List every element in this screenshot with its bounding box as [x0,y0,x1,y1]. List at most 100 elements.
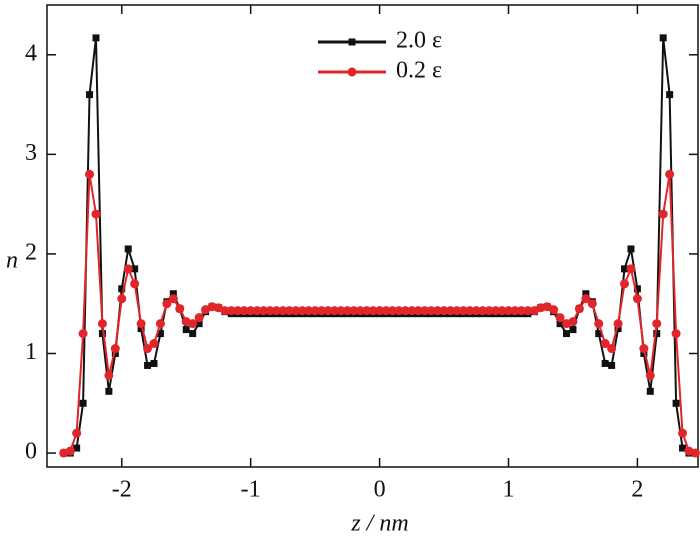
data-point [239,306,249,316]
data-point [381,306,391,316]
x-tick-label: 1 [503,477,515,503]
data-point [150,359,158,367]
data-point [621,265,629,273]
data-point [478,306,488,316]
y-axis-label: n [6,248,18,274]
data-point [413,306,423,316]
data-point [426,306,436,316]
data-point [246,306,256,316]
legend-marker [347,67,357,77]
data-point [131,265,139,273]
data-point [497,306,507,316]
legend-label: 2.0 ε [396,28,442,54]
data-point [608,361,616,369]
data-point [563,330,571,338]
data-point [471,306,481,316]
data-point [458,306,468,316]
data-point [632,294,642,304]
data-point [510,306,520,316]
data-point [679,444,687,452]
data-point [182,326,190,334]
data-point [549,305,559,315]
data-point [349,306,359,316]
data-point [105,387,113,395]
data-point [329,306,339,316]
data-point [304,306,314,316]
y-tick-label: 2 [25,239,37,265]
data-point [594,319,604,329]
data-point [226,306,236,316]
data-point [78,329,88,339]
data-point [672,399,680,407]
data-point [259,306,269,316]
data-point [220,306,230,316]
data-point [195,320,203,328]
data-point [92,34,100,42]
data-point [111,349,119,357]
data-point [336,306,346,316]
data-point [400,306,410,316]
data-point [291,306,301,316]
data-point [601,359,609,367]
data-point [278,306,288,316]
data-point [85,169,95,179]
data-point [658,209,668,219]
data-point [194,313,204,323]
data-point [627,245,635,253]
data-point [155,319,165,329]
data-point [620,279,630,289]
data-point [355,306,365,316]
data-point [491,306,501,316]
data-point [189,330,197,338]
data-point [130,279,140,289]
data-point [600,339,610,349]
data-point [646,387,654,395]
data-point [568,317,578,327]
data-point [394,306,404,316]
data-point [569,326,577,334]
data-point [72,428,82,438]
data-point [645,370,655,380]
data-point [97,319,107,329]
data-point [556,320,564,328]
data-point [323,306,333,316]
data-point [587,299,597,309]
data-point [659,34,667,42]
legend-label: 0.2 ε [396,58,442,84]
data-point [574,304,584,314]
x-tick-label: 2 [631,477,643,503]
data-point [420,306,430,316]
y-tick-label: 0 [25,439,37,465]
data-point [484,306,494,316]
data-point [252,306,262,316]
y-tick-label: 4 [25,40,37,66]
data-point [640,349,648,357]
data-point [297,306,307,316]
x-tick-label: 0 [374,477,386,503]
data-point [175,304,185,314]
data-point [137,325,145,333]
series-line [63,37,696,455]
data-point [156,330,164,338]
data-point [162,299,172,309]
data-point [504,306,514,316]
data-point [342,306,352,316]
data-point [79,399,87,407]
data-point [452,306,462,316]
data-point [465,306,475,316]
data-point [607,344,617,354]
x-tick-label: -2 [112,477,132,503]
data-point [118,285,126,293]
data-point [310,306,320,316]
legend-marker [348,38,356,46]
data-point [143,344,153,354]
data-point [91,209,101,219]
data-point [368,306,378,316]
data-point [613,319,623,329]
data-point [188,319,198,329]
data-point [104,370,114,380]
x-tick-label: -1 [241,477,261,503]
data-point [633,285,641,293]
data-point [652,319,662,329]
